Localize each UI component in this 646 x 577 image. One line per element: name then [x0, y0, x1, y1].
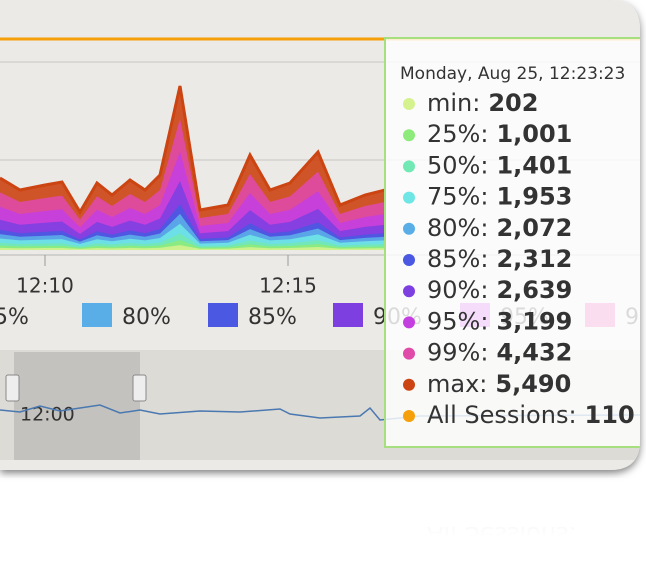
row-value: 1,001: [496, 120, 572, 148]
row-dot: [403, 347, 415, 360]
row-text: 85%: 2,312: [427, 245, 572, 273]
navigator-handle[interactable]: [5, 374, 20, 402]
row-label: 85%:: [427, 245, 488, 273]
row-dot: [403, 222, 415, 235]
row-dot: [403, 191, 415, 204]
x-label: 12:15: [259, 274, 317, 298]
row-value: 4,432: [496, 339, 572, 367]
legend-swatch[interactable]: [208, 303, 238, 327]
legend-label[interactable]: 85%: [248, 305, 297, 330]
row-dot: [403, 254, 415, 266]
row-value: 3,199: [496, 307, 572, 335]
row-label: 95%:: [427, 307, 488, 335]
row-value: 1,401: [496, 151, 572, 179]
x-label: 12:10: [16, 274, 74, 298]
tooltip-header: Monday, Aug 25, 12:23:23: [400, 64, 625, 84]
row-dot: [403, 160, 415, 173]
row-value: 2,072: [496, 214, 572, 242]
row-value: 1,953: [496, 183, 572, 211]
row-label: 25%:: [427, 120, 488, 148]
row-value: 110: [585, 401, 635, 429]
navigator-label: 12:00: [20, 404, 75, 426]
row-text: min: 202: [427, 89, 538, 117]
row-dot: [403, 129, 415, 142]
area: [0, 240, 385, 250]
row-dot: [403, 410, 415, 422]
row-text: 80%: 2,072: [427, 214, 572, 242]
row-text: 90%: 2,639: [427, 276, 572, 304]
max-line: [0, 85, 386, 215]
row-dot: [403, 378, 415, 391]
row-label: min:: [427, 89, 480, 117]
row-label: 50%:: [427, 151, 488, 179]
row-dot: [403, 98, 415, 110]
row-text: 25%: 1,001: [427, 120, 572, 148]
row-label: All Sessions:: [427, 401, 577, 429]
row-dot: [403, 285, 415, 298]
navigator-selection: [14, 352, 140, 460]
row-value: 202: [488, 89, 538, 117]
stacked-areas: [0, 85, 386, 250]
panel-content: 12:10 12:15 75%80%85%90%95%99% 12:00 Mon…: [0, 37, 640, 460]
row-label: 90%:: [427, 276, 488, 304]
row-value: 2,639: [496, 276, 572, 304]
legend-label[interactable]: 75%: [0, 305, 29, 330]
row-text: 95%: 3,199: [427, 307, 572, 335]
row-text: max: 5,490: [427, 370, 571, 398]
legend-swatch[interactable]: [333, 303, 363, 327]
row-dot: [403, 316, 415, 329]
row-label: 99%:: [427, 339, 488, 367]
row-value: 5,490: [495, 370, 571, 398]
row-label: max:: [427, 370, 487, 398]
navigator-handle[interactable]: [132, 374, 147, 402]
reflection-fade: [0, 478, 646, 577]
legend-label[interactable]: 80%: [122, 305, 171, 330]
tooltip: [384, 37, 640, 448]
area: [0, 245, 385, 250]
navigator-series: [0, 404, 640, 421]
row-text: 50%: 1,401: [427, 151, 572, 179]
row-label: 80%:: [427, 214, 488, 242]
row-text: 75%: 1,953: [427, 183, 572, 211]
row-text: All Sessions: 110: [427, 401, 635, 429]
row-label: 75%:: [427, 183, 488, 211]
legend-swatch[interactable]: [82, 303, 112, 327]
row-value: 2,312: [496, 245, 572, 273]
area: [0, 233, 385, 250]
row-text: 99%: 4,432: [427, 339, 572, 367]
